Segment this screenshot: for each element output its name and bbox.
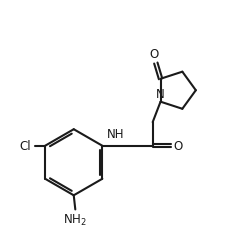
Text: O: O <box>150 48 159 61</box>
Text: Cl: Cl <box>19 140 31 152</box>
Text: NH$_2$: NH$_2$ <box>63 212 87 227</box>
Text: O: O <box>174 140 183 152</box>
Text: N: N <box>156 88 165 101</box>
Text: NH: NH <box>107 128 124 140</box>
